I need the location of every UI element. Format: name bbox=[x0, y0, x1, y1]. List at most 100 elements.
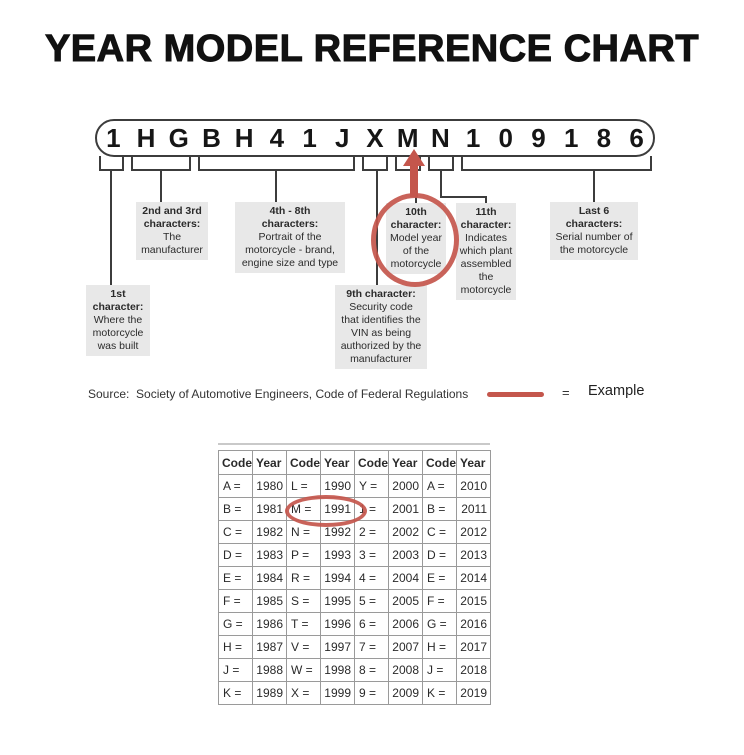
table-row: H = 1987 V = 1997 7 = 2007 H = 2017 bbox=[218, 635, 491, 659]
code-cell: L = bbox=[286, 474, 321, 498]
year-cell: 2000 bbox=[388, 474, 423, 498]
year-cell: 2002 bbox=[388, 520, 423, 544]
year-cell: 2014 bbox=[456, 566, 491, 590]
code-cell: 6 = bbox=[354, 612, 389, 636]
callout-title-line: characters: bbox=[565, 218, 623, 230]
year-cell: 1995 bbox=[320, 589, 355, 613]
code-cell: T = bbox=[286, 612, 321, 636]
callout-body-line: the motorcycle bbox=[559, 244, 629, 256]
code-cell: F = bbox=[422, 589, 457, 613]
callout-title-line: 9th character: bbox=[346, 288, 416, 300]
code-cell: W = bbox=[286, 658, 321, 682]
code-cell: G = bbox=[218, 612, 253, 636]
callout-body-line: manufacturer bbox=[141, 244, 203, 256]
bracket-11th-char bbox=[428, 156, 454, 171]
vin-character: 0 bbox=[498, 123, 514, 153]
callout-title-line: character: bbox=[460, 219, 512, 231]
connector-4th-8th bbox=[275, 170, 277, 202]
callout-body-line: VIN as being bbox=[350, 327, 412, 339]
callout-title-line: characters: bbox=[143, 218, 201, 230]
code-cell: A = bbox=[218, 474, 253, 498]
year-cell: 2016 bbox=[456, 612, 491, 636]
year-cell: 1986 bbox=[252, 612, 287, 636]
code-cell: 7 = bbox=[354, 635, 389, 659]
table-top-border bbox=[218, 443, 490, 445]
callout-title-line: 4th - 8th bbox=[269, 205, 311, 217]
year-cell: 1989 bbox=[252, 681, 287, 705]
table-header-cell: Year bbox=[320, 450, 355, 475]
year-cell: 2007 bbox=[388, 635, 423, 659]
red-arrow-head-icon bbox=[403, 149, 425, 166]
vin-character: H bbox=[136, 123, 156, 153]
year-cell: 2015 bbox=[456, 589, 491, 613]
code-cell: E = bbox=[218, 566, 253, 590]
code-cell: 5 = bbox=[354, 589, 389, 613]
bracket-1st-char bbox=[99, 156, 124, 171]
year-cell: 1993 bbox=[320, 543, 355, 567]
code-cell: H = bbox=[422, 635, 457, 659]
year-cell: 2011 bbox=[456, 497, 491, 521]
table-header-cell: Year bbox=[388, 450, 423, 475]
connector-11th-char-vertical bbox=[440, 170, 442, 198]
bracket-2nd-3rd bbox=[131, 156, 191, 171]
year-cell: 2001 bbox=[388, 497, 423, 521]
code-cell: 3 = bbox=[354, 543, 389, 567]
table-header-cell: Code bbox=[354, 450, 389, 475]
vin-character: B bbox=[202, 123, 221, 153]
connector-11th-char-drop bbox=[485, 196, 487, 204]
year-cell: 2013 bbox=[456, 543, 491, 567]
year-cell: 1994 bbox=[320, 566, 355, 590]
table-header-cell: Code bbox=[218, 450, 253, 475]
year-cell: 2009 bbox=[388, 681, 423, 705]
callout-4th-8th-characters: 4th - 8th characters: Portrait of the motor… bbox=[235, 202, 345, 273]
code-cell: 4 = bbox=[354, 566, 389, 590]
callout-body-line: Indicates bbox=[464, 232, 508, 244]
callout-title-line: characters: bbox=[261, 218, 319, 230]
vin-character: H bbox=[234, 123, 254, 153]
vin-character: 1 bbox=[302, 123, 317, 153]
code-cell: S = bbox=[286, 589, 321, 613]
callout-body-line: that identifies the bbox=[341, 314, 421, 326]
callout-1st-character: 1st character: Where the motorcycle was buil… bbox=[86, 285, 150, 356]
callout-body-line: Serial number of bbox=[555, 231, 633, 243]
callout-body-line: The bbox=[162, 231, 182, 243]
vin-character: M bbox=[396, 123, 419, 153]
year-cell: 1981 bbox=[252, 497, 287, 521]
code-cell: A = bbox=[422, 474, 457, 498]
connector-1st-char bbox=[110, 170, 112, 285]
callout-body-line: Where the bbox=[93, 314, 143, 326]
vin-character: 1 bbox=[465, 123, 481, 153]
year-cell: 1984 bbox=[252, 566, 287, 590]
table-row: A = 1980 L = 1990 Y = 2000 A = 2010 bbox=[218, 474, 491, 498]
table-row: C = 1982 N = 1992 2 = 2002 C = 2012 bbox=[218, 520, 491, 544]
code-cell: E = bbox=[422, 566, 457, 590]
red-circle-model-year-icon bbox=[371, 193, 459, 287]
year-cell: 2008 bbox=[388, 658, 423, 682]
year-cell: 2019 bbox=[456, 681, 491, 705]
year-cell: 1982 bbox=[252, 520, 287, 544]
callout-body-line: manufacturer bbox=[350, 353, 412, 365]
callout-body-line: assembled bbox=[460, 258, 512, 270]
year-cell: 1985 bbox=[252, 589, 287, 613]
table-row: E = 1984 R = 1994 4 = 2004 E = 2014 bbox=[218, 566, 491, 590]
table-header-cell: Code bbox=[422, 450, 457, 475]
year-cell: 1996 bbox=[320, 612, 355, 636]
year-cell: 1980 bbox=[252, 474, 287, 498]
year-cell: 2006 bbox=[388, 612, 423, 636]
code-cell: P = bbox=[286, 543, 321, 567]
year-cell: 1997 bbox=[320, 635, 355, 659]
callout-body-line: was built bbox=[97, 340, 139, 352]
connector-last-6 bbox=[593, 170, 595, 202]
connector-11th-char-horizontal bbox=[440, 196, 487, 198]
callout-body-line: motorcycle bbox=[92, 327, 144, 339]
table-header-cell: Year bbox=[252, 450, 287, 475]
year-cell: 2018 bbox=[456, 658, 491, 682]
code-cell: C = bbox=[218, 520, 253, 544]
red-circle-1991-icon bbox=[285, 495, 367, 527]
callout-title-line: 2nd and 3rd bbox=[142, 205, 202, 217]
callout-body-line: Security code bbox=[349, 301, 413, 313]
connector-2nd-3rd bbox=[160, 170, 162, 202]
page-title: YEAR MODEL REFERENCE CHART bbox=[44, 28, 700, 71]
code-cell: J = bbox=[218, 658, 253, 682]
